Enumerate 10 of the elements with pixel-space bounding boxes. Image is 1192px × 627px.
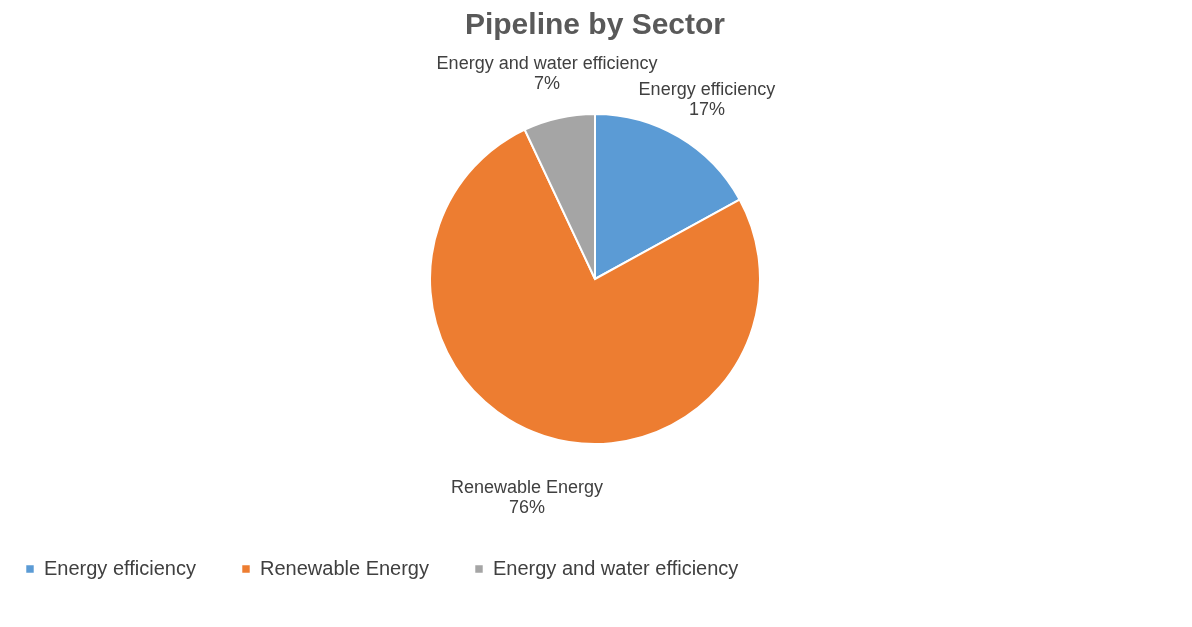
data-label: 7% xyxy=(534,73,561,94)
data-label: 17% xyxy=(688,98,725,119)
slice-label: Energy and water efficiency xyxy=(436,53,658,74)
slice-label: Renewable Energy xyxy=(450,477,604,498)
slice-label: Energy efficiency xyxy=(638,78,776,99)
data-label: 76% xyxy=(509,497,546,518)
chart-title: Pipeline by Sector xyxy=(464,7,726,40)
legend-label: Energy efficiency xyxy=(44,557,196,579)
legend-label: Energy and water efficiency xyxy=(493,557,739,579)
legend-label: Renewable Energy xyxy=(260,557,429,579)
